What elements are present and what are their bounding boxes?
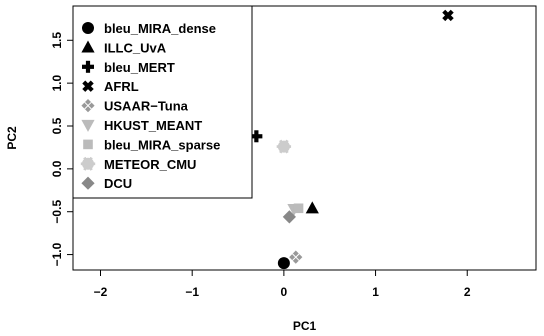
x-tick-label: 0 xyxy=(281,285,288,299)
marker-shape xyxy=(81,176,95,190)
y-axis-title: PC2 xyxy=(5,126,19,150)
x-tick-label: 1 xyxy=(372,285,379,299)
legend-marker xyxy=(82,60,94,73)
legend-marker xyxy=(81,119,95,132)
marker-shape xyxy=(85,60,91,73)
marker-shape xyxy=(83,139,93,150)
marker-shape xyxy=(81,119,95,132)
marker-shape xyxy=(81,40,95,53)
legend-label: USAAR−Tuna xyxy=(104,99,189,114)
marker-shape xyxy=(279,139,289,154)
point-square xyxy=(293,203,304,214)
x-tick-label: 2 xyxy=(464,285,471,299)
legend-marker xyxy=(81,40,95,53)
point-diamond xyxy=(282,210,296,224)
marker-shape xyxy=(305,201,319,214)
point-heavy-plus xyxy=(250,130,263,143)
plot-frame xyxy=(72,5,537,271)
data-points xyxy=(250,9,454,270)
legend-marker xyxy=(81,176,95,190)
legend-label: bleu_MIRA_sparse xyxy=(104,137,220,152)
legend: bleu_MIRA_dense ILLC_UvA bleu_MERT AFRL USAA… xyxy=(72,5,253,199)
legend-label: ILLC_UvA xyxy=(104,40,167,55)
marker-shape xyxy=(282,210,296,224)
marker-shape xyxy=(82,22,94,34)
x-axis-title: PC1 xyxy=(293,319,317,333)
legend-marker xyxy=(82,80,94,92)
point-circle xyxy=(277,257,290,270)
marker-shape xyxy=(277,257,290,270)
marker-shape xyxy=(293,203,304,214)
y-tick-label: 1.0 xyxy=(50,74,64,91)
marker-shape xyxy=(442,9,454,22)
y-tick-label: −1.0 xyxy=(50,242,64,266)
legend-marker xyxy=(83,139,93,150)
axes: −2 −1 0 1 2 −1.0 −0.5 0.0 0.5 1.0 1.5 xyxy=(50,32,471,299)
legend-label: bleu_MERT xyxy=(104,60,175,75)
legend-label: DCU xyxy=(104,176,132,191)
legend-marker xyxy=(81,99,95,113)
point-diamond-cross xyxy=(289,250,303,264)
marker-shape xyxy=(83,156,93,171)
x-tick-label: −2 xyxy=(94,285,108,299)
x-tick-label: −1 xyxy=(185,285,199,299)
y-tick-label: 0.0 xyxy=(50,160,64,177)
point-asterisk-circle xyxy=(276,139,292,154)
y-tick-label: 0.5 xyxy=(50,117,64,134)
legend-marker xyxy=(80,156,96,171)
y-tick-label: −0.5 xyxy=(50,200,64,224)
legend-label: METEOR_CMU xyxy=(104,157,196,172)
y-tick-label: 1.5 xyxy=(50,32,64,49)
legend-label: AFRL xyxy=(104,79,139,94)
marker-shape xyxy=(84,101,92,110)
point-triangle-up xyxy=(305,201,319,214)
legend-marker xyxy=(82,22,94,34)
marker-shape xyxy=(254,130,259,143)
legend-label: HKUST_MEANT xyxy=(104,118,202,133)
marker-shape xyxy=(292,253,300,261)
marker-shape xyxy=(82,80,94,92)
legend-label: bleu_MIRA_dense xyxy=(104,21,216,36)
point-heavy-x xyxy=(442,9,454,22)
